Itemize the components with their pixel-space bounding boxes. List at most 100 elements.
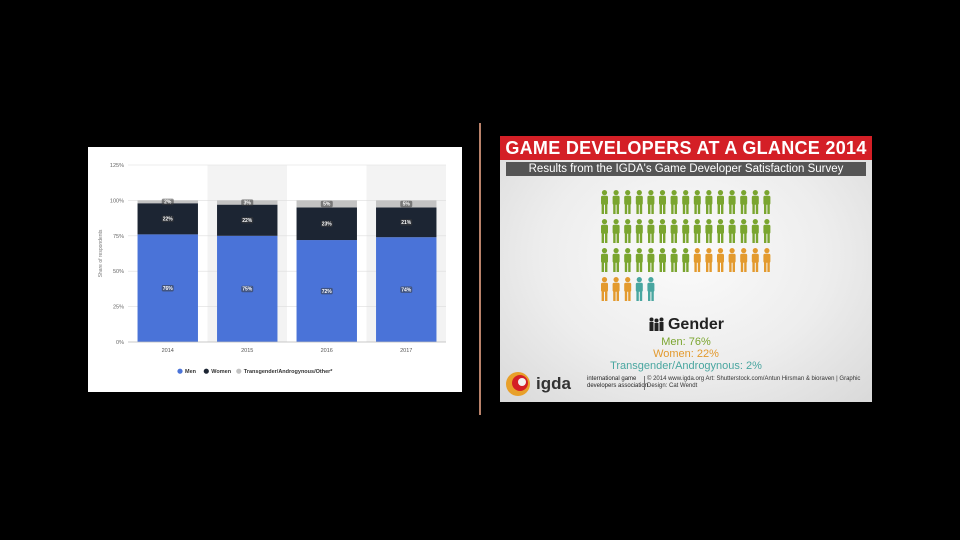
stacked-bar-chart-panel: 0% 25% 50% 75% 100% 125% Share of respondents 7… — [88, 147, 462, 392]
person-figure-icon — [647, 219, 655, 243]
data-label-bg — [161, 198, 174, 206]
y-axis-label: Share of respondents — [98, 229, 104, 277]
person-figure-icon — [693, 219, 701, 243]
y-tick-label: 75% — [113, 234, 124, 240]
person-figure-icon — [624, 277, 632, 301]
person-figure-icon — [740, 248, 748, 272]
person-figure-icon — [705, 248, 713, 272]
data-label: 23% — [322, 222, 333, 228]
legend-label: Women — [211, 369, 231, 375]
person-figure-icon — [647, 248, 655, 272]
person-figure-icon — [763, 190, 771, 214]
person-figure-icon — [612, 190, 620, 214]
data-label-bg — [320, 220, 333, 228]
person-figure-icon — [705, 219, 713, 243]
person-figure-icon — [728, 219, 736, 243]
legend-marker — [203, 368, 209, 374]
person-figure-icon — [682, 219, 690, 243]
person-figure-icon — [682, 190, 690, 214]
infographic-subtitle: Results from the IGDA's Game Developer S… — [506, 162, 866, 176]
y-tick-label: 125% — [110, 163, 124, 169]
person-figure-icon — [635, 190, 643, 214]
data-label-bg — [241, 285, 254, 293]
legend-marker — [236, 368, 242, 374]
person-figure-icon — [635, 219, 643, 243]
person-figure-icon — [601, 219, 608, 243]
data-label: 5% — [323, 202, 331, 208]
divider — [479, 123, 481, 415]
y-tick-label: 50% — [113, 269, 124, 275]
people-figures — [601, 190, 771, 301]
igda-logo-text: igda — [536, 374, 571, 393]
legend-marker — [177, 368, 183, 374]
data-label: 22% — [163, 217, 174, 223]
person-figure-icon — [647, 277, 655, 301]
person-figure-icon — [659, 219, 666, 243]
igda-tagline-line: developers association — [587, 382, 649, 389]
person-figure-icon — [728, 248, 736, 272]
person-figure-icon — [751, 190, 759, 214]
people-icon — [649, 317, 664, 331]
gender-title-text: Gender — [667, 316, 724, 333]
data-label: 74% — [401, 287, 412, 293]
person-figure-icon — [624, 248, 632, 272]
person-figure-icon — [670, 219, 678, 243]
legend-label: Men — [185, 369, 197, 375]
person-figure-icon — [670, 248, 678, 272]
men-stat: Men: 76% — [661, 336, 711, 348]
person-figure-icon — [647, 190, 655, 214]
gender-title: Gender — [500, 316, 872, 334]
person-figure-icon — [601, 248, 608, 272]
data-label: 3% — [244, 200, 252, 206]
igda-tagline-line: international game — [587, 376, 637, 382]
legend-label: Transgender/Androgynous/Other* — [244, 369, 333, 375]
person-figure-icon — [740, 190, 748, 214]
person-figure-icon — [612, 219, 620, 243]
data-label: 75% — [242, 287, 253, 293]
data-label: 2% — [164, 200, 172, 206]
person-figure-icon — [612, 248, 620, 272]
person-figure-icon — [635, 277, 643, 301]
igda-logo-icon — [506, 372, 530, 396]
person-figure-icon — [635, 248, 643, 272]
data-label-bg — [320, 200, 333, 208]
person-figure-icon — [659, 190, 666, 214]
person-figure-icon — [717, 219, 724, 243]
person-figure-icon — [763, 219, 771, 243]
data-label-bg — [400, 200, 413, 208]
x-tick-label: 2015 — [241, 348, 253, 354]
credit-text: © 2014 www.igda.org Art: Shutterstock.co… — [644, 376, 872, 390]
person-figure-icon — [659, 248, 666, 272]
data-label-bg — [320, 287, 333, 295]
y-tick-label: 100% — [110, 198, 124, 204]
person-figure-icon — [601, 277, 608, 301]
person-figure-icon — [740, 219, 748, 243]
stacked-bar-chart: 0% 25% 50% 75% 100% 125% Share of respondents 7… — [98, 163, 446, 375]
data-label-bg — [241, 199, 254, 206]
person-figure-icon — [624, 219, 632, 243]
data-label-bg — [161, 284, 174, 292]
women-stat: Women: 22% — [653, 348, 719, 360]
person-figure-icon — [682, 248, 690, 272]
person-figure-icon — [601, 190, 608, 214]
data-label: 72% — [322, 289, 333, 295]
infographic-panel: GAME DEVELOPERS AT A GLANCE 2014 Results… — [500, 136, 872, 402]
person-figure-icon — [751, 219, 759, 243]
person-figure-icon — [693, 190, 701, 214]
infographic-title: GAME DEVELOPERS AT A GLANCE 2014 — [500, 136, 872, 160]
x-tick-label: 2017 — [400, 348, 412, 354]
y-tick-label: 25% — [113, 305, 124, 311]
data-label: 21% — [401, 220, 412, 226]
data-label-bg — [161, 215, 174, 223]
data-label-bg — [241, 217, 254, 224]
x-tick-label: 2016 — [321, 348, 333, 354]
person-figure-icon — [728, 190, 736, 214]
person-figure-icon — [705, 190, 713, 214]
person-figure-icon — [624, 190, 632, 214]
data-label: 5% — [403, 202, 411, 208]
person-figure-icon — [751, 248, 759, 272]
person-figure-icon — [670, 190, 678, 214]
person-figure-icon — [763, 248, 771, 272]
data-label: 76% — [163, 286, 174, 292]
y-tick-label: 0% — [116, 340, 124, 346]
